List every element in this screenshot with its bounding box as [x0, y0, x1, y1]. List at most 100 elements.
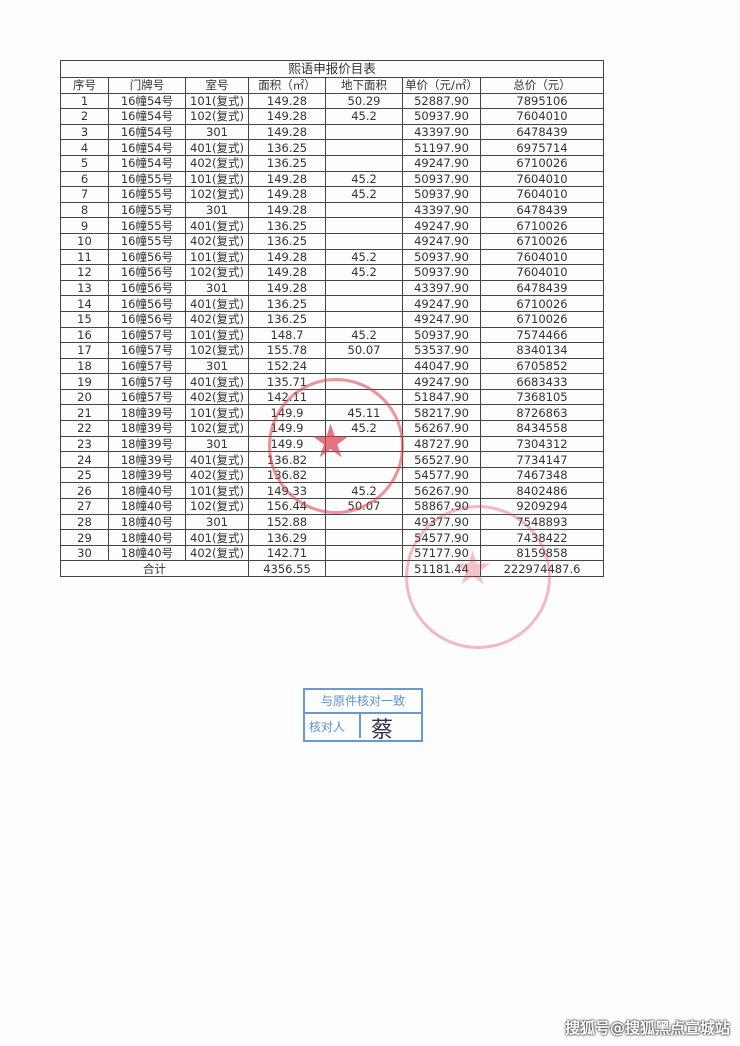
table-cell: 101(复式)	[185, 170, 249, 188]
table-cell: 6710026	[479, 232, 605, 250]
table-cell: 49247.90	[402, 310, 481, 328]
table-row: 6 16幢55号 101(复式) 149.28 45.2 50937.90 7604010	[60, 170, 605, 188]
column-header: 地下面积	[325, 77, 403, 94]
table-cell: 16	[60, 326, 109, 344]
table-cell: 18幢40号	[108, 544, 186, 562]
red-seal-2	[405, 505, 551, 649]
column-header: 序号	[60, 77, 109, 94]
table-row: 3 16幢54号 301 149.28 43397.90 6478439	[60, 123, 605, 141]
table-cell: 52887.90	[402, 92, 481, 110]
table-cell: 30	[60, 544, 109, 562]
table-cell: 16幢57号	[108, 326, 186, 344]
table-cell: 10	[60, 232, 109, 250]
table-cell: 7304312	[479, 435, 605, 453]
table-cell: 23	[60, 435, 109, 453]
table-row: 2 16幢54号 102(复式) 149.28 45.2 50937.90 7604010	[60, 108, 605, 125]
table-cell: 48727.90	[402, 435, 481, 453]
table-cell: 136.25	[248, 154, 326, 172]
table-cell: 20	[60, 388, 109, 406]
table-cell: 16幢54号	[108, 154, 186, 172]
seal-star-icon-2: ★	[452, 541, 494, 595]
table-row: 5 16幢54号 402(复式) 136.25 49247.90 6710026	[60, 154, 605, 172]
table-cell: 2	[60, 108, 109, 125]
table-cell: 18幢40号	[108, 482, 186, 500]
table-cell: 29	[60, 529, 109, 546]
table-cell: 7604010	[479, 170, 605, 188]
table-cell: 402(复式)	[185, 388, 249, 406]
table-cell: 50937.90	[402, 248, 481, 266]
table-cell: 16幢55号	[108, 201, 186, 219]
table-cell: 51197.90	[402, 139, 481, 156]
table-cell: 301	[185, 279, 249, 297]
table-cell	[325, 201, 403, 219]
column-header: 面积（㎡）	[248, 77, 326, 94]
table-cell: 50937.90	[402, 108, 481, 125]
table-cell: 301	[185, 201, 249, 219]
table-row: 17 16幢57号 102(复式) 155.78 50.07 53537.90 834013…	[60, 342, 605, 359]
table-cell: 301	[185, 357, 249, 375]
table-cell: 136.25	[248, 310, 326, 328]
table-cell: 401(复式)	[185, 139, 249, 156]
table-cell: 16幢55号	[108, 232, 186, 250]
table-cell: 7604010	[479, 264, 605, 281]
table-cell: 6705852	[479, 357, 605, 375]
table-cell: 18幢40号	[108, 513, 186, 531]
table-cell: 50.29	[325, 92, 403, 110]
table-cell: 43397.90	[402, 123, 481, 141]
table-cell: 18幢39号	[108, 451, 186, 468]
table-cell: 301	[185, 123, 249, 141]
table-row: 1 16幢54号 101(复式) 149.28 50.29 52887.90 7895106	[60, 92, 605, 110]
total-label: 合计	[60, 560, 249, 577]
table-cell: 6710026	[479, 154, 605, 172]
table-cell: 27	[60, 498, 109, 515]
table-cell: 149.28	[248, 123, 326, 141]
table-cell: 6478439	[479, 279, 605, 297]
table-cell: 5	[60, 154, 109, 172]
table-row: 11 16幢56号 101(复式) 149.28 45.2 50937.90 7604010	[60, 248, 605, 266]
table-cell: 8	[60, 201, 109, 219]
table-cell: 56527.90	[402, 451, 481, 468]
table-row: 14 16幢56号 401(复式) 136.25 49247.90 6710026	[60, 295, 605, 312]
table-cell	[325, 529, 403, 546]
table-cell: 16幢54号	[108, 123, 186, 141]
table-cell: 53537.90	[402, 342, 481, 359]
table-cell: 56267.90	[402, 420, 481, 437]
table-cell: 15	[60, 310, 109, 328]
table-cell: 7	[60, 186, 109, 203]
table-cell: 7604010	[479, 248, 605, 266]
table-cell: 16幢54号	[108, 139, 186, 156]
table-cell: 1	[60, 92, 109, 110]
table-cell: 25	[60, 466, 109, 484]
table-cell: 45.2	[325, 264, 403, 281]
table-cell: 16幢57号	[108, 388, 186, 406]
table-cell: 16幢54号	[108, 108, 186, 125]
table-cell: 16幢55号	[108, 217, 186, 234]
check-stamp-divider	[359, 714, 361, 738]
header-row: 序号 门牌号 室号 面积（㎡） 地下面积 单价（元/㎡） 总价（元）	[60, 77, 605, 94]
table-cell: 149.28	[248, 264, 326, 281]
table-cell: 301	[185, 513, 249, 531]
table-cell: 49247.90	[402, 217, 481, 234]
table-cell: 16幢57号	[108, 342, 186, 359]
table-cell: 51847.90	[402, 388, 481, 406]
table-cell	[325, 310, 403, 328]
table-cell: 149.28	[248, 279, 326, 297]
table-cell: 136.25	[248, 217, 326, 234]
check-stamp-line1: 与原件核对一致	[305, 690, 421, 714]
table-cell: 136.25	[248, 232, 326, 250]
table-cell: 49247.90	[402, 232, 481, 250]
table-cell: 17	[60, 342, 109, 359]
table-cell: 16幢56号	[108, 310, 186, 328]
table-cell	[325, 154, 403, 172]
table-cell: 16幢57号	[108, 373, 186, 390]
table-cell: 45.2	[325, 248, 403, 266]
table-cell: 16幢54号	[108, 92, 186, 110]
check-stamp: 与原件核对一致 核对人 蔡	[303, 688, 423, 743]
table-cell: 43397.90	[402, 279, 481, 297]
column-header: 门牌号	[108, 77, 186, 94]
table-cell: 102(复式)	[185, 342, 249, 359]
table-cell	[325, 217, 403, 234]
table-cell: 49247.90	[402, 295, 481, 312]
table-row: 15 16幢56号 402(复式) 136.25 49247.90 6710026	[60, 310, 605, 328]
